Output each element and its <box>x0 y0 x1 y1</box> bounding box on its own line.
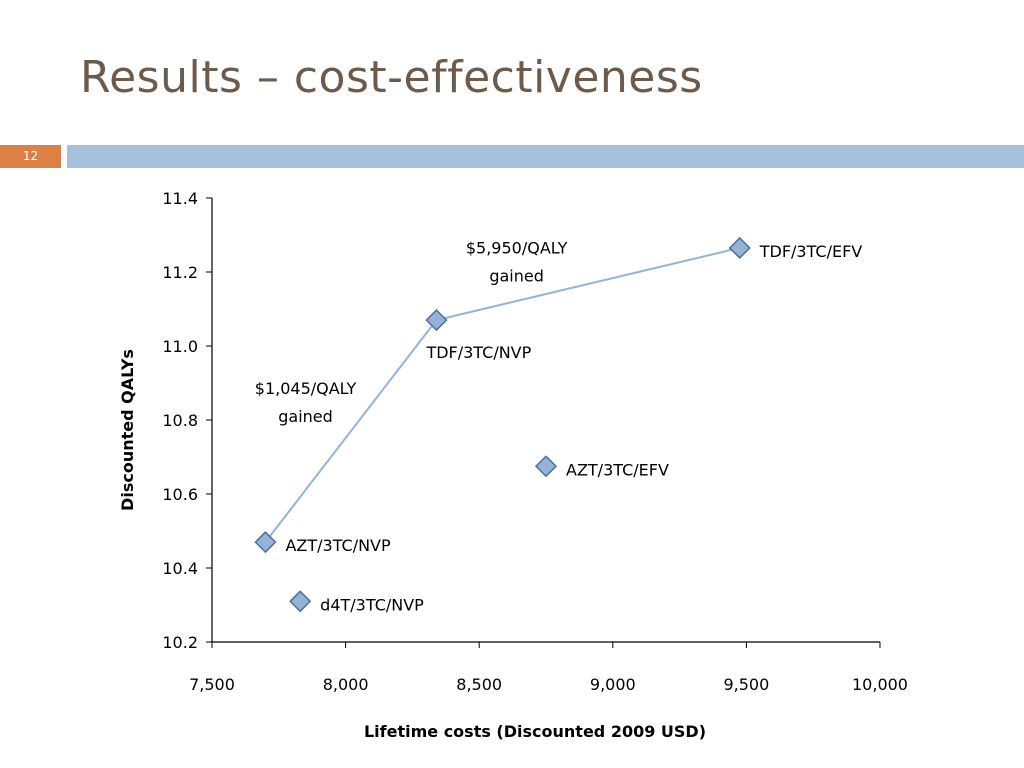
y-tick-label: 11.0 <box>162 337 198 356</box>
y-tick-label: 10.8 <box>162 411 198 430</box>
y-tick-label: 11.2 <box>162 263 198 282</box>
y-tick-label: 10.6 <box>162 485 198 504</box>
data-point-marker <box>254 531 277 554</box>
x-tick-label: 10,000 <box>852 675 908 694</box>
y-axis-title: Discounted QALYs <box>118 349 137 511</box>
slide-title: Results – cost-effectiveness <box>80 52 703 103</box>
y-tick-label: 10.4 <box>162 559 198 578</box>
x-tick-label: 7,500 <box>189 675 235 694</box>
x-tick-label: 8,000 <box>323 675 369 694</box>
icer-annotation-line: $1,045/QALY <box>255 379 357 398</box>
y-tick-label: 10.2 <box>162 633 198 652</box>
data-point-label: d4T/3TC/NVP <box>320 595 424 614</box>
y-tick-label: 11.4 <box>162 189 198 208</box>
chart-axes: 10.2 10.4 10.6 10.8 11.0 11.2 11.4 7,500 8,000 8,… <box>162 189 908 694</box>
x-tick-label: 9,500 <box>723 675 769 694</box>
data-point-label: TDF/3TC/NVP <box>425 343 531 362</box>
data-point-marker <box>425 309 448 332</box>
data-points: d4T/3TC/NVP AZT/3TC/NVP AZT/3TC/EFV TDF/3TC… <box>254 236 863 614</box>
x-tick-label: 9,000 <box>590 675 636 694</box>
icer-annotation-line: gained <box>489 267 544 286</box>
x-axis-title: Lifetime costs (Discounted 2009 USD) <box>364 722 706 741</box>
icer-annotation-line: $5,950/QALY <box>466 239 568 258</box>
data-point-label: AZT/3TC/NVP <box>285 536 391 555</box>
data-point-label: TDF/3TC/EFV <box>759 242 863 261</box>
data-point-marker <box>534 455 558 478</box>
x-tick-label: 8,500 <box>456 675 502 694</box>
data-point-marker <box>289 590 312 613</box>
data-point-label: AZT/3TC/EFV <box>566 460 669 479</box>
page-number-badge: 12 <box>0 145 61 168</box>
icer-annotation-line: gained <box>278 407 333 426</box>
header-bar <box>67 145 1024 168</box>
data-point-marker <box>728 236 751 260</box>
icer-annotations: $1,045/QALY gained $5,950/QALY gained <box>255 239 568 427</box>
